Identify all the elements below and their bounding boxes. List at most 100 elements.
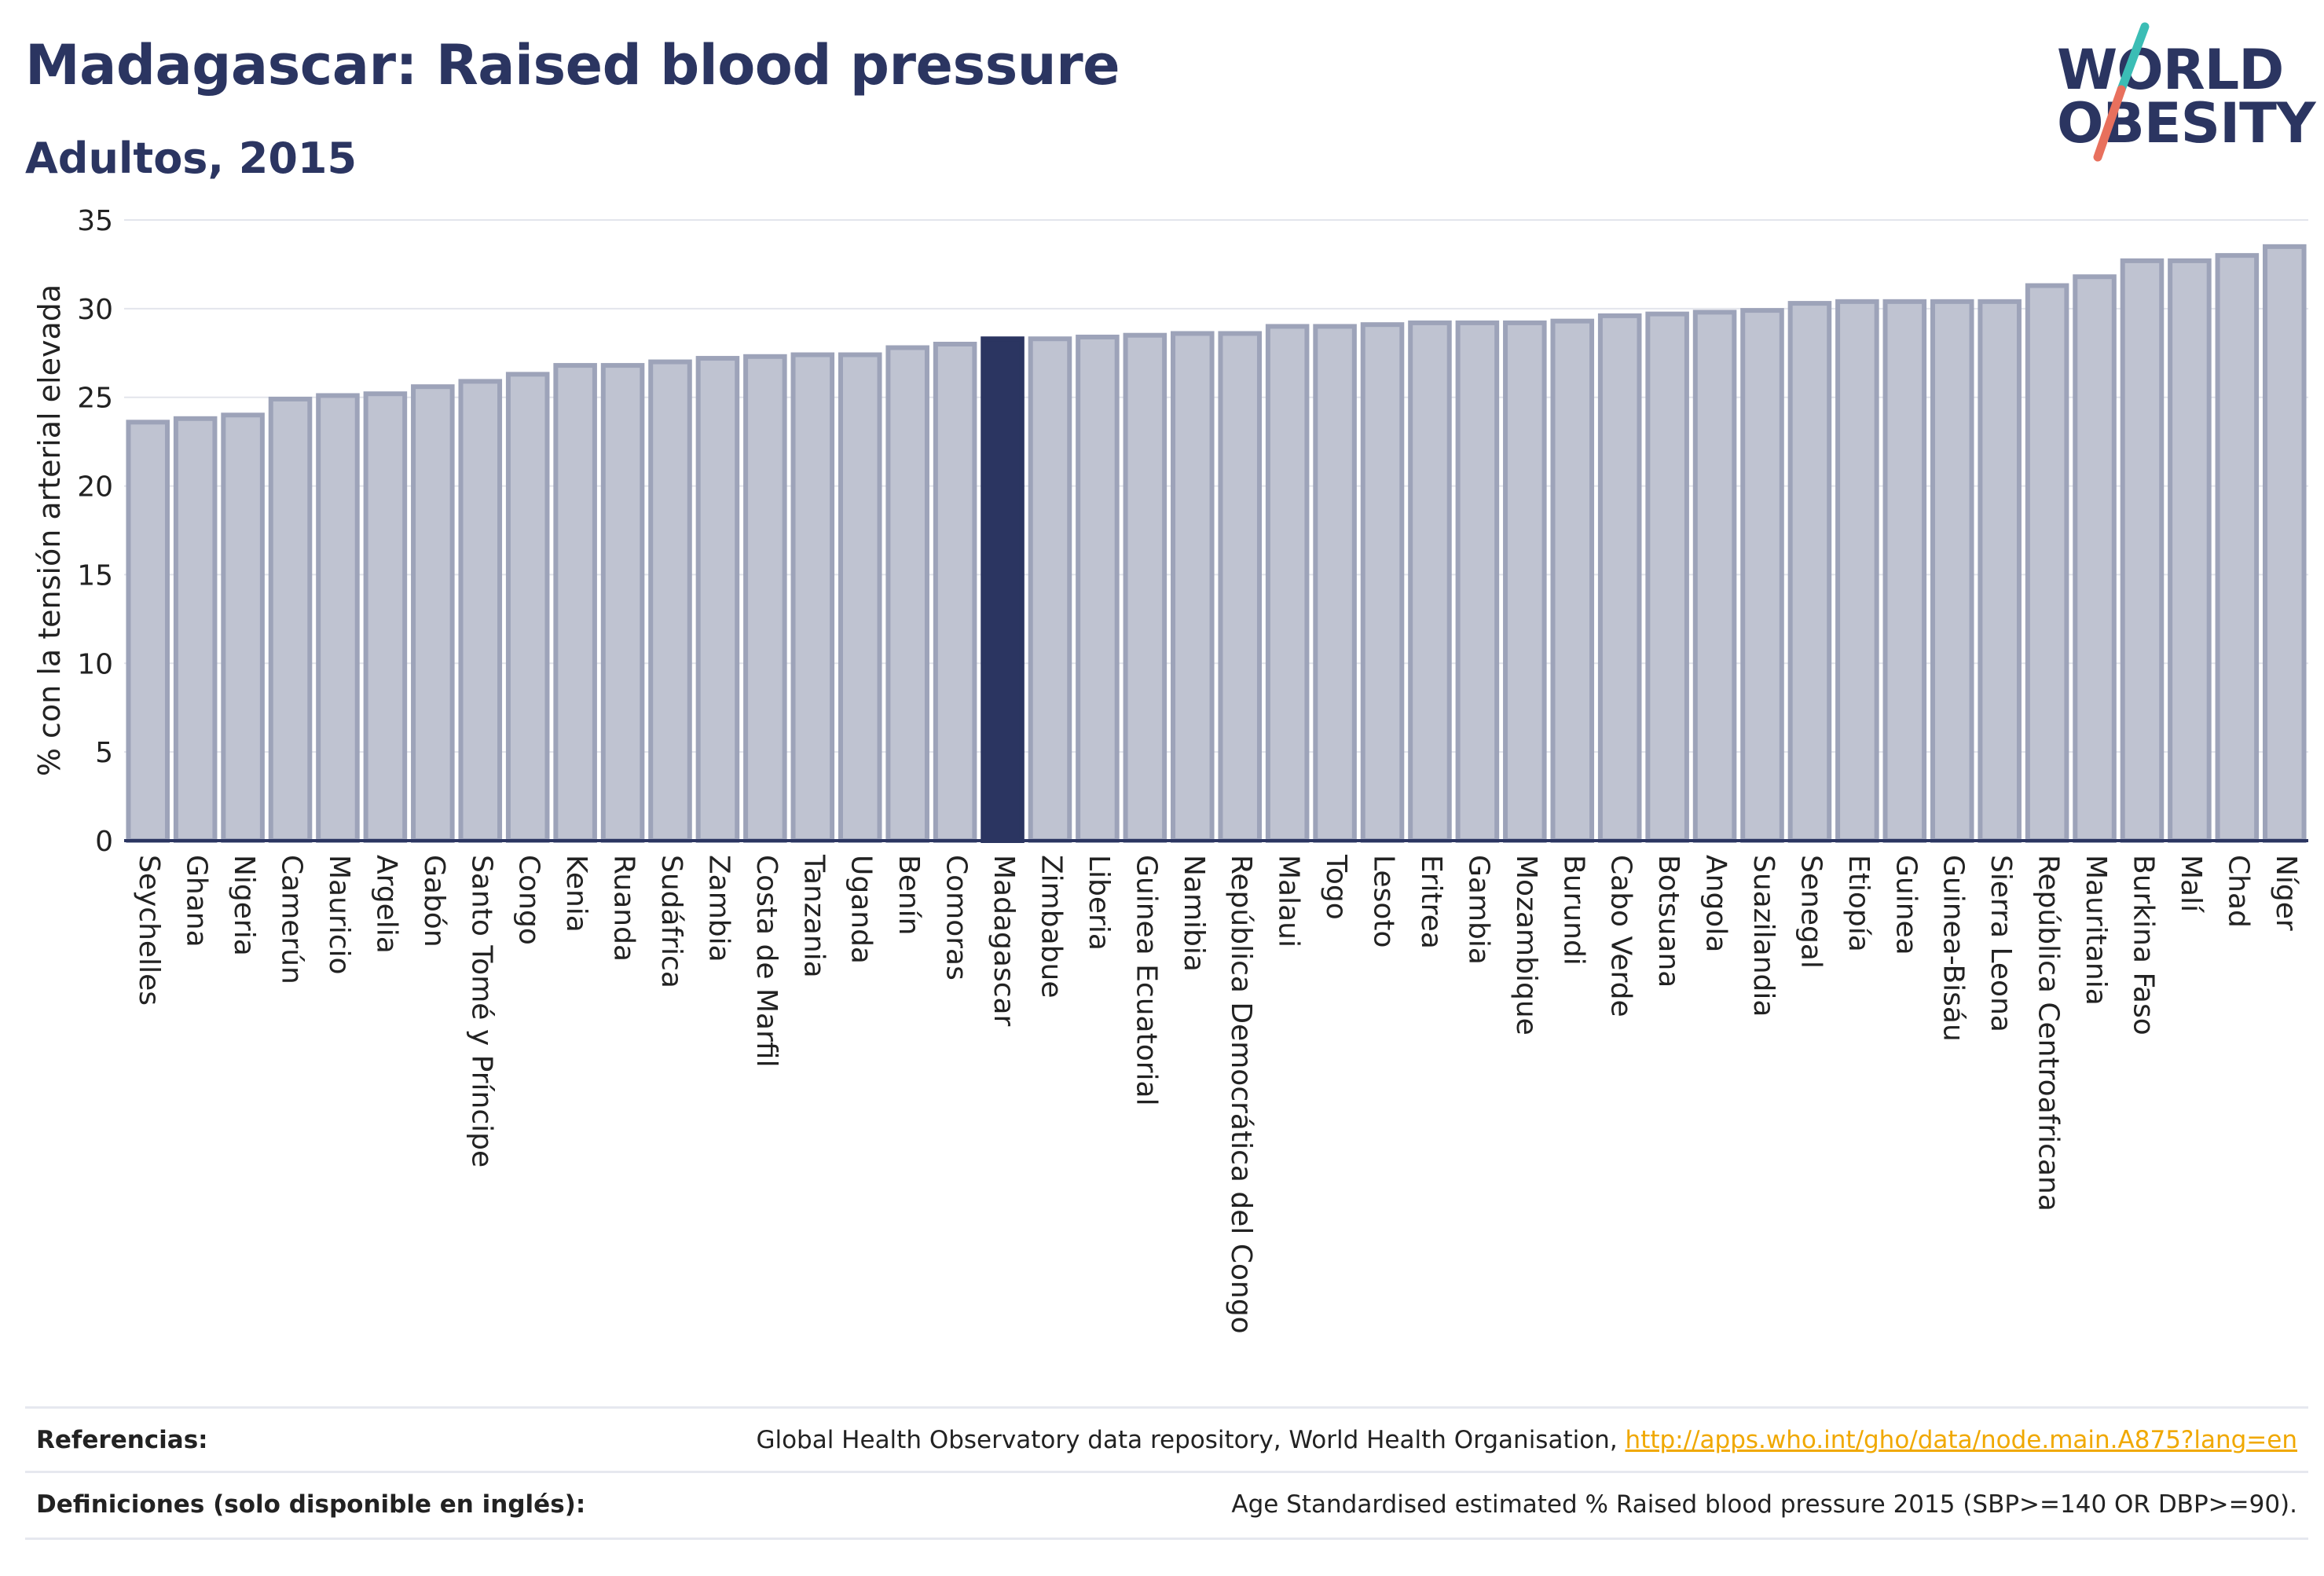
references-link[interactable]: http://apps.who.int/gho/data/node.main.A…	[1625, 1426, 2297, 1454]
y-tick-label: 10	[77, 648, 113, 680]
bar	[1740, 308, 1784, 844]
definitions-value: Age Standardised estimated % Raised bloo…	[1231, 1490, 2297, 1519]
x-tick-label: Sudáfrica	[655, 855, 687, 988]
x-tick-label: Comoras	[940, 855, 973, 980]
x-tick-label: Mauritania	[2080, 855, 2112, 1006]
x-tick-label: Burundi	[1557, 855, 1589, 966]
x-tick-label: Eritrea	[1415, 855, 1447, 949]
x-tick-label: República Democrática del Congo	[1225, 855, 1257, 1334]
x-tick-label: Costa de Marfil	[750, 855, 783, 1068]
x-tick-label: Guinea Ecuatorial	[1130, 855, 1162, 1106]
bar	[1835, 299, 1879, 844]
bar	[363, 391, 408, 843]
bar	[1978, 299, 2022, 844]
bar	[1503, 320, 1547, 843]
bar	[316, 393, 360, 843]
x-tick-label: Zimbabue	[1035, 855, 1067, 998]
bar	[173, 416, 218, 843]
x-tick-label: Seychelles	[133, 855, 165, 1006]
bar	[2168, 258, 2212, 843]
bar	[838, 352, 882, 844]
bar	[790, 352, 835, 844]
bar	[1171, 331, 1215, 843]
x-tick-label: Togo	[1320, 854, 1352, 920]
bar	[2025, 283, 2069, 843]
bar	[695, 356, 740, 844]
definitions-label: Definiciones (solo disponible en inglés)…	[36, 1490, 586, 1519]
x-tick-label: Gabón	[418, 855, 450, 947]
logo-slash-icon	[2093, 22, 2150, 162]
x-tick-label: Mauricio	[323, 855, 355, 975]
y-tick-label: 25	[77, 383, 113, 415]
bar	[1882, 299, 1927, 844]
bar	[458, 379, 503, 843]
y-tick-label: 15	[77, 559, 113, 592]
bar	[1597, 313, 1642, 843]
references-value: Global Health Observatory data repositor…	[756, 1426, 2297, 1454]
bar	[221, 412, 265, 843]
x-tick-label: Benín	[893, 855, 925, 935]
x-tick-label: Chad	[2222, 855, 2254, 928]
bar	[1455, 320, 1500, 843]
x-tick-label: Mozambique	[1510, 855, 1542, 1035]
bar	[1645, 311, 1689, 843]
x-tick-label: Zambia	[702, 855, 735, 962]
x-tick-label: Guinea	[1890, 855, 1922, 955]
x-tick-label: Ruanda	[608, 855, 640, 962]
y-tick-label: 0	[95, 826, 113, 858]
bar	[2263, 244, 2307, 844]
x-tick-label: Tanzania	[797, 854, 830, 978]
bar	[743, 354, 787, 844]
x-tick-label: Congo	[513, 855, 545, 945]
x-tick-label: Argelia	[370, 855, 402, 954]
bar	[2073, 274, 2117, 843]
bar	[981, 336, 1025, 843]
x-tick-label: Ghana	[181, 855, 213, 947]
bar	[1692, 310, 1737, 844]
x-tick-label: Malaui	[1273, 855, 1305, 947]
x-tick-label: Liberia	[1083, 855, 1115, 951]
bar	[1076, 334, 1120, 843]
x-tick-label: Lesoto	[1368, 855, 1400, 948]
x-tick-label: Kenia	[560, 855, 592, 933]
bar	[1313, 324, 1357, 843]
bar	[1265, 324, 1310, 843]
bar	[1218, 331, 1262, 843]
bar	[553, 363, 597, 844]
bar	[1123, 332, 1167, 843]
bar-chart: 0 5 10 15 20 25 30 35 % con la tensión arterial …	[32, 205, 2308, 1334]
bar	[933, 342, 977, 843]
x-tick-label: Sierra Leona	[1985, 855, 2017, 1032]
bar	[600, 363, 645, 844]
x-tick-label: Burkina Faso	[2127, 855, 2159, 1035]
bar	[126, 420, 170, 844]
page-subtitle: Adultos, 2015	[25, 134, 357, 183]
x-tick-label: Nigeria	[228, 855, 260, 956]
bar	[885, 345, 929, 843]
x-tick-label: Madagascar	[988, 855, 1020, 1027]
x-tick-label: Cabo Verde	[1605, 855, 1637, 1017]
x-tick-label: Suazilandia	[1747, 855, 1780, 1017]
y-tick-label: 20	[77, 471, 113, 504]
x-tick-label: Namibia	[1178, 855, 1210, 972]
bar	[1550, 318, 1595, 843]
x-tick-label: Gambia	[1462, 855, 1494, 965]
page-title: Madagascar: Raised blood pressure	[25, 33, 1120, 97]
x-tick-label: Senegal	[1794, 855, 1827, 969]
bar	[1360, 322, 1405, 843]
bar	[2120, 258, 2165, 843]
x-tick-label: Camerún	[276, 855, 308, 984]
world-obesity-logo[interactable]: WORLD OBESITY	[2043, 17, 2316, 167]
references-row: Referencias: Global Health Observatory d…	[25, 1406, 2308, 1473]
bar	[1787, 301, 1832, 844]
x-tick-label: Etiopía	[1842, 855, 1875, 952]
bar	[1028, 336, 1072, 843]
logo-word-world: WORLD	[2057, 38, 2284, 102]
x-tick-label: Níger	[2270, 855, 2302, 931]
definitions-row: Definiciones (solo disponible en inglés)…	[25, 1471, 2308, 1540]
x-tick-label: República Centroafricana	[2033, 855, 2065, 1211]
x-tick-label: Botsuana	[1652, 855, 1684, 988]
x-tick-label: Guinea-Bisáu	[1937, 855, 1970, 1042]
bar	[648, 359, 692, 844]
bar	[411, 384, 455, 843]
